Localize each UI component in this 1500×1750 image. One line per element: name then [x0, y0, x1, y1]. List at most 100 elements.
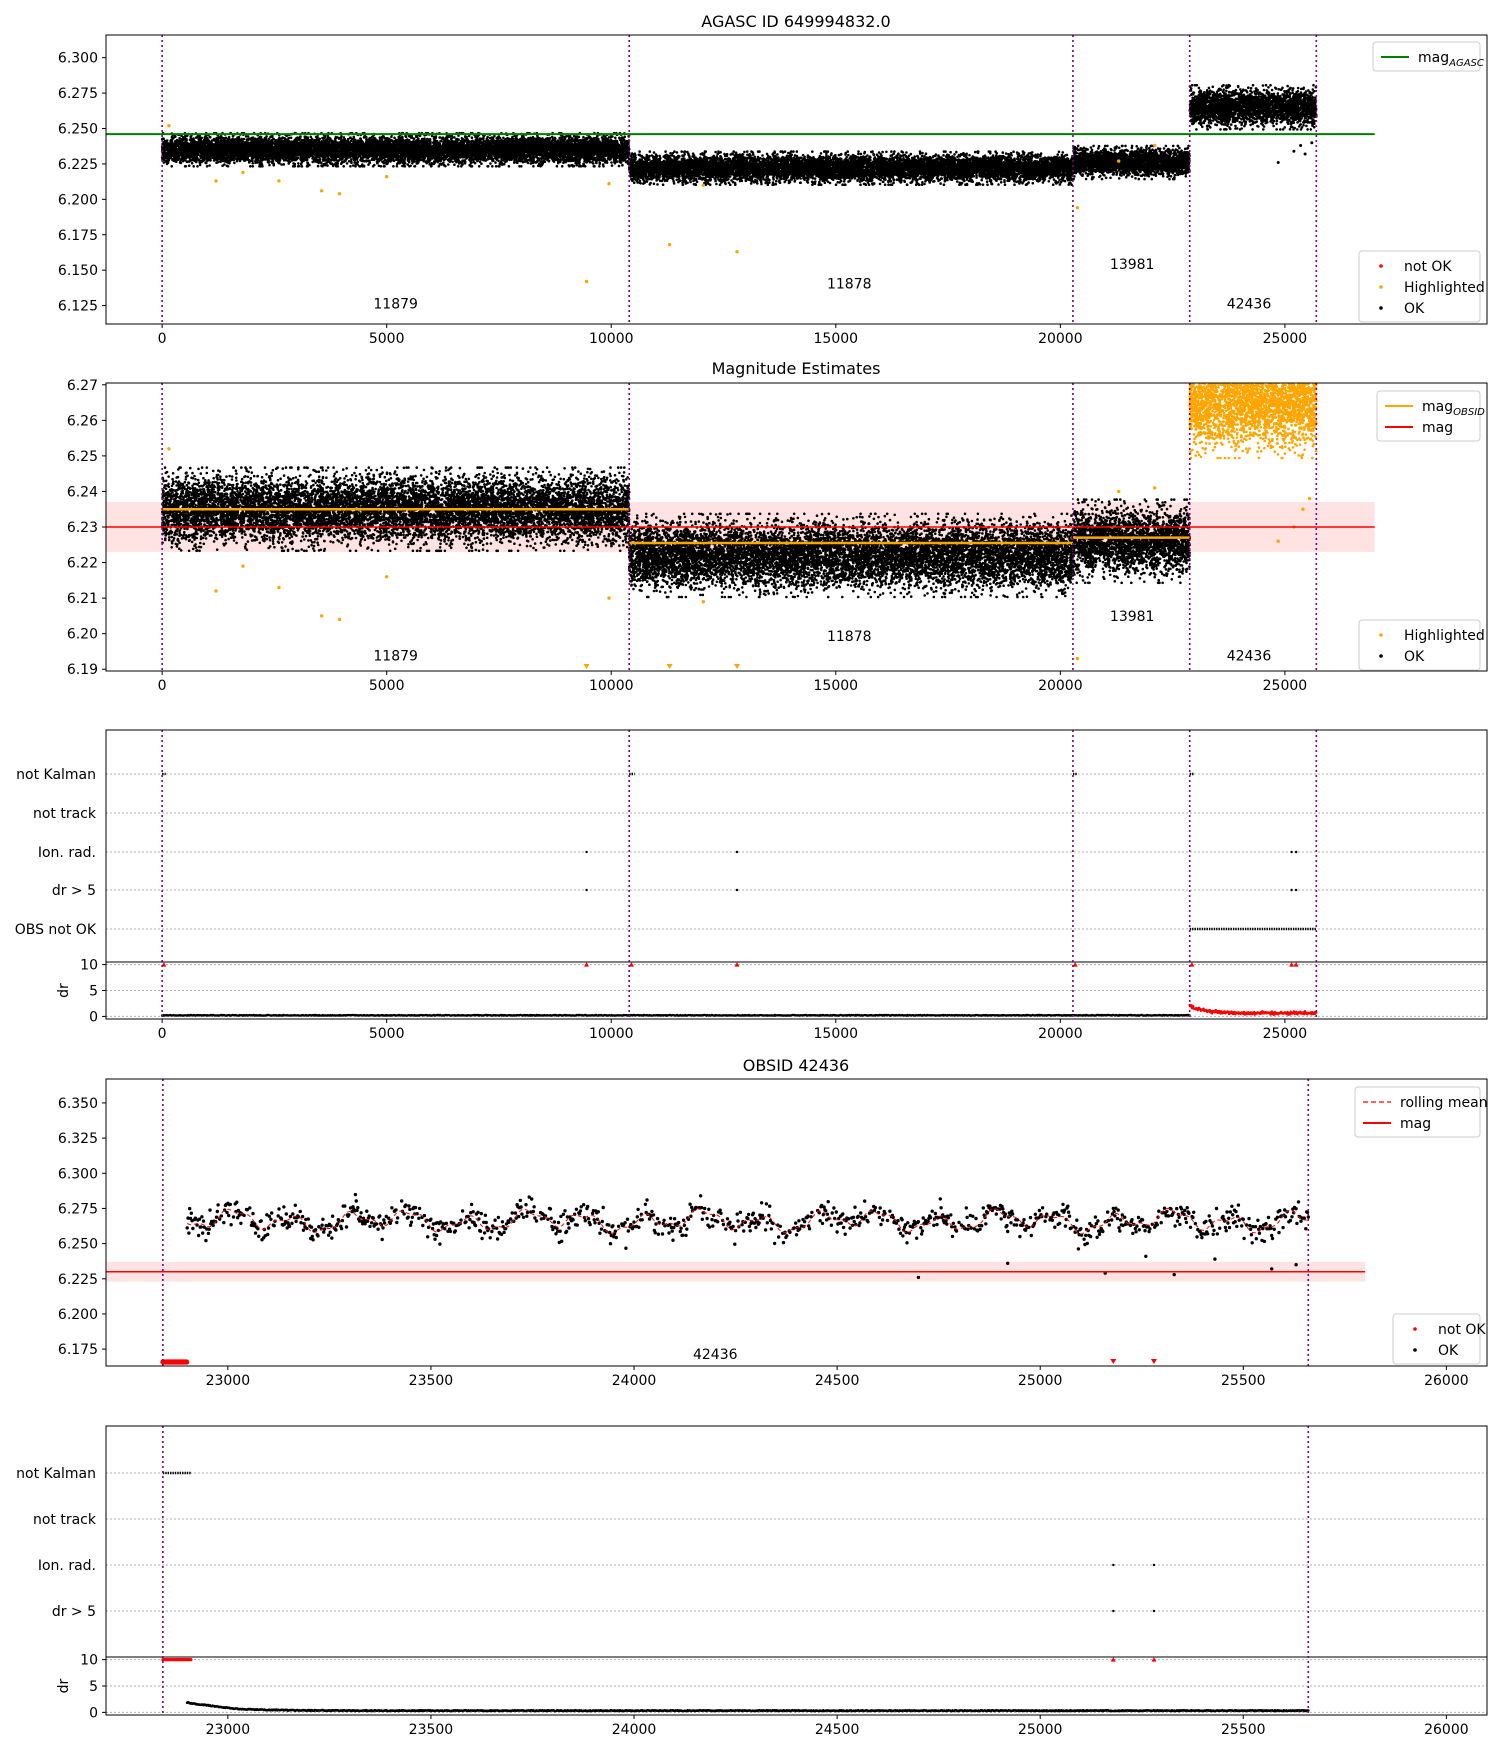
panel2-ytick-label: 6.22 [67, 556, 98, 572]
panel4-legend-bottom-handle [1413, 1327, 1417, 1331]
panel1-legend-bottom: not OK Highlighted OK [1358, 250, 1485, 323]
panel2-legend-bottom-frame [1358, 619, 1481, 671]
panel1-legend-bottom-label-ok: OK [1404, 301, 1425, 317]
panel2-legend-bottom-label-ok: OK [1404, 649, 1425, 665]
panel4-ytick-label: 6.200 [58, 1307, 98, 1323]
panel3-dr-notok-marker [1189, 962, 1195, 967]
panel4-legend-bottom-label-ok: OK [1438, 1343, 1459, 1359]
panel5-row-label-dr-5: dr > 5 [52, 1604, 96, 1620]
panel2-xtick-label: 25000 [1263, 678, 1308, 694]
panel3-flag-point [585, 888, 588, 892]
panel5-flag-point [1152, 1563, 1156, 1567]
panel2-xtick-label: 5000 [369, 678, 405, 694]
panel4-ytick-label: 6.325 [58, 1131, 98, 1147]
panel5-row-label-not-kalman: not Kalman [16, 1466, 96, 1482]
panel2-xtick-label: 15000 [814, 678, 859, 694]
panel5-flag-point [1112, 1563, 1115, 1567]
panel2-ok-points-segment [627, 512, 1075, 599]
panel3-row-label-not-track: not track [33, 806, 97, 822]
panel3-dr-ylabel: dr [56, 983, 72, 998]
panel3-dr-notok-marker [628, 962, 634, 967]
panel3-flag-point [1290, 850, 1293, 854]
panel4-ytick-label: 6.250 [58, 1237, 98, 1253]
panel2-ytick-label: 6.20 [67, 627, 98, 643]
panel3-dr-notok-marker [1289, 962, 1295, 967]
panel3-dr-notok-marker [1293, 962, 1299, 967]
panel3-row-label-ion-rad-: Ion. rad. [38, 845, 96, 861]
panel4-xtick-label: 23000 [206, 1373, 251, 1389]
panel2-highlighted-segment-points [1188, 383, 1318, 460]
panel2-ytick-label: 6.23 [67, 520, 98, 536]
panel4-legend-top: rolling mean mag [1354, 1086, 1488, 1138]
panel2-xtick-label: 0 [158, 678, 167, 694]
panel2-ytick-label: 6.21 [67, 591, 98, 607]
panel2-ytick-label: 6.19 [67, 662, 98, 678]
panel3-xtick-label: 5000 [369, 1026, 405, 1042]
panel1-ytick-label: 6.150 [58, 263, 98, 279]
panel3-flag-point [585, 850, 588, 854]
panel4-obsid-label-42436: 42436 [693, 1347, 738, 1363]
panel4-ytick-label: 6.225 [58, 1272, 98, 1288]
panel2-legend-bottom-handle [1379, 633, 1383, 637]
clip-p1-plot-area: 11879 11878 13981 42436 [106, 35, 1375, 324]
panel2-legend-top: magOBSID mag [1376, 390, 1485, 442]
panel4-xtick-label: 24500 [815, 1373, 860, 1389]
panel4-notok-marker [1150, 1359, 1157, 1364]
panel3-row-label-not-kalman: not Kalman [16, 767, 96, 783]
panel3-row-label-obs-not-ok: OBS not OK [15, 922, 97, 938]
panel1-xtick-label: 25000 [1263, 331, 1308, 347]
panel4-legend-top-label-mag: mag [1400, 1116, 1431, 1132]
panel5-xtick-label: 24500 [815, 1722, 860, 1738]
panel3-dr-ytick-label: 5 [89, 984, 98, 1000]
panel1-xtick-label: 5000 [369, 331, 405, 347]
panel2-highlighted-points [167, 447, 1312, 661]
panel1-xtick-label: 15000 [814, 331, 859, 347]
panel1-ok-points-segment [627, 150, 1075, 186]
panel2-title: Magnitude Estimates [712, 359, 881, 378]
panel4-legend-bottom: not OK OK [1392, 1313, 1486, 1365]
panel2-xtick-label: 20000 [1038, 678, 1083, 694]
panel1-legend-top-label-mag: magAGASC [1418, 50, 1484, 69]
panel1-ytick-label: 6.200 [58, 192, 98, 208]
panel2-ok-points-segment [160, 466, 631, 553]
panel5-xtick-label: 23500 [409, 1722, 454, 1738]
panel1-ytick-label: 6.275 [58, 86, 98, 102]
panel2-offscale-marker [733, 664, 740, 669]
panel4-xtick-label: 25500 [1221, 1373, 1266, 1389]
panel1-ok-points-segment [1071, 144, 1191, 181]
clip-p4-plot-area: 42436 [106, 1079, 1366, 1366]
panel4-ytick-label: 6.175 [58, 1342, 98, 1358]
panel1-legend-bottom-handle [1379, 264, 1383, 268]
panel4-ytick-label: 6.350 [58, 1096, 98, 1112]
panel2-obsid-label-11878: 11878 [827, 629, 872, 645]
panel2-offscale-marker [666, 664, 673, 669]
panel5-xtick-label: 25000 [1018, 1722, 1063, 1738]
panel3-dr-notok-marker [584, 962, 590, 967]
panel1-ytick-label: 6.250 [58, 122, 98, 138]
panel1-legend-bottom-handle [1379, 285, 1383, 289]
panel2-ytick-label: 6.27 [67, 378, 98, 394]
panel4-axes-frame [105, 1078, 1488, 1367]
panel1-xtick-label: 10000 [589, 331, 634, 347]
panel2-legend-top-frame [1376, 390, 1481, 442]
panel3-flag-point [735, 888, 739, 892]
panel3-dr-notok-marker [734, 962, 740, 967]
panel2-xtick-label: 10000 [589, 678, 634, 694]
panel2-legend-bottom-label-highlighted: Highlighted [1404, 628, 1485, 644]
panel1-obsid-label-11879: 11879 [373, 296, 418, 312]
panel5-dr-ytick-label: 0 [89, 1705, 98, 1721]
panel5-xtick-label: 24000 [612, 1722, 657, 1738]
panel3-dr-notok-points [1188, 1003, 1318, 1016]
panel3-flag-point [1290, 888, 1293, 892]
panel2-legend-bottom-handle [1379, 654, 1383, 658]
panel1-legend-bottom-label-highlighted: Highlighted [1404, 280, 1485, 296]
panel5-dr-notok-marker [1151, 1657, 1157, 1662]
panel3-flag-point [735, 850, 739, 854]
panel4-ok-outliers [916, 1254, 1298, 1280]
panel1-highlighted-points [167, 124, 1157, 284]
panel4-ytick-label: 6.300 [58, 1166, 98, 1182]
panel2-offscale-marker [583, 664, 590, 669]
panel3-dr-notok-marker [1072, 962, 1078, 967]
clip-p2-plot-area: 11879 11878 13981 42436 [106, 383, 1375, 671]
